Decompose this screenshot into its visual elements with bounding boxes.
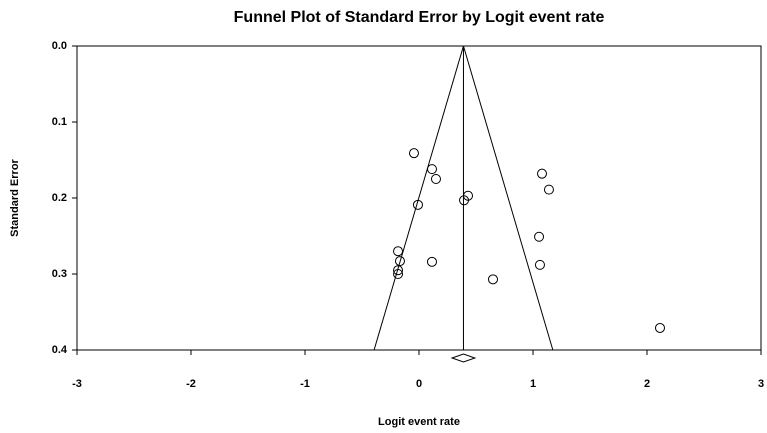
funnel-right bbox=[462, 45, 554, 351]
study-point bbox=[534, 259, 545, 270]
study-point bbox=[393, 246, 404, 257]
chart-title: Funnel Plot of Standard Error by Logit e… bbox=[234, 9, 605, 26]
study-point bbox=[487, 274, 498, 285]
study-point bbox=[412, 199, 423, 210]
y-tick-label: 0.4 bbox=[52, 344, 68, 356]
x-tick-label: 3 bbox=[758, 378, 764, 390]
funnel-left bbox=[373, 45, 464, 351]
study-point bbox=[543, 184, 554, 195]
y-tick-label: 0.1 bbox=[52, 116, 67, 128]
x-tick-label: -3 bbox=[72, 378, 82, 390]
y-tick-label: 0.2 bbox=[52, 192, 67, 204]
x-tick-label: 1 bbox=[530, 378, 536, 390]
study-point bbox=[394, 256, 405, 267]
x-tick-label: -1 bbox=[300, 378, 310, 390]
x-axis-label: Logit event rate bbox=[378, 416, 460, 428]
study-point bbox=[534, 231, 545, 242]
study-point bbox=[393, 269, 404, 279]
x-tick-label: -2 bbox=[186, 378, 196, 390]
x-tick-label: 0 bbox=[416, 378, 422, 390]
study-point bbox=[430, 174, 441, 184]
study-point bbox=[537, 168, 548, 179]
y-tick-label: 0.3 bbox=[52, 268, 67, 280]
y-tick-label: 0.0 bbox=[52, 40, 67, 52]
x-tick-label: 2 bbox=[644, 378, 650, 390]
study-point bbox=[654, 322, 665, 333]
y-axis-label: Standard Error bbox=[9, 158, 21, 236]
study-point bbox=[426, 164, 437, 175]
study-point bbox=[393, 265, 404, 276]
summary-diamond bbox=[450, 353, 477, 363]
study-point bbox=[408, 148, 419, 159]
study-point bbox=[426, 256, 437, 267]
study-point bbox=[459, 195, 470, 206]
